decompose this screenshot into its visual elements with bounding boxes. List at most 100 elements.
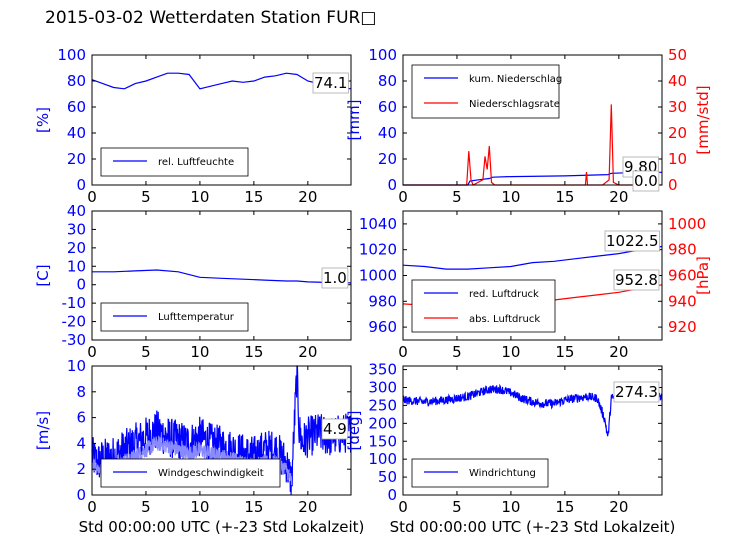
series-line-1 [91, 72, 352, 90]
y-tick-label: 80 [67, 72, 86, 90]
plot-frame [91, 210, 352, 341]
y-axis-label: [C] [34, 264, 52, 286]
y-tick-label: 300 [368, 379, 397, 397]
y2-tick-label: 960 [668, 267, 697, 285]
chart-panel-2: 0 5 10 15 20 0 20 40 60 80 100 0 10 20 30 40 50 [mm] [mm/s… [345, 46, 712, 206]
value-annotation: 4.9 [323, 420, 347, 438]
x-tick-label: 10 [190, 188, 209, 206]
y-tick-label: 60 [67, 98, 86, 116]
series-line-1 [402, 245, 663, 270]
x-tick-label: 5 [452, 498, 462, 516]
legend-label: red. Luftdruck [469, 289, 539, 300]
y-tick-label: 0 [387, 176, 397, 194]
y-tick-label: -10 [62, 294, 87, 312]
y-tick-label: 1020 [359, 241, 397, 259]
y2-axis-label: [mm/std] [694, 85, 712, 154]
y-tick-label: 980 [368, 292, 397, 310]
value-annotation-box [321, 267, 349, 289]
x-tick-label: 0 [398, 343, 408, 361]
value-annotation-box [613, 381, 660, 403]
legend-frame [411, 279, 556, 333]
x-tick-label: 5 [452, 188, 462, 206]
legend-frame [100, 302, 249, 332]
y-tick-label: 1040 [359, 215, 397, 233]
y-tick-label: 40 [378, 124, 397, 142]
y-tick-label: 2 [76, 460, 86, 478]
y2-tick-label: 40 [668, 72, 687, 90]
y-axis-label: [mm] [345, 100, 363, 141]
x-tick-label: 20 [298, 498, 317, 516]
x-tick-label: 10 [190, 498, 209, 516]
y-tick-label: 30 [67, 220, 86, 238]
legend-label: Lufttemperatur [158, 312, 235, 323]
x-tick-label: 0 [87, 343, 97, 361]
y-tick-label: 10 [67, 357, 86, 375]
x-tick-label: 5 [141, 188, 151, 206]
value-annotation: 274.3 [615, 383, 658, 401]
x-tick-label: 15 [555, 188, 574, 206]
y2-tick-label: 940 [668, 292, 697, 310]
value-annotation: 952.8 [615, 271, 658, 289]
legend: kum. Niederschlag Niederschlagsrate [411, 64, 562, 119]
value-annotation-box [632, 170, 660, 192]
plot-frame [91, 365, 352, 496]
legend-label: Windgeschwindigkeit [158, 468, 264, 479]
x-tick-label: 0 [87, 498, 97, 516]
value-annotation-box [312, 72, 349, 94]
legend-frame [100, 458, 281, 488]
legend-label: Niederschlagsrate [469, 99, 560, 110]
figure-title: 2015-03-02 Wetterdaten Station FUR□ [45, 8, 377, 28]
y-tick-label: 0 [76, 176, 86, 194]
x-tick-label: 15 [555, 343, 574, 361]
legend: Lufttemperatur [100, 302, 249, 332]
y-axis-label: [%] [34, 107, 52, 133]
y-tick-label: 10 [67, 257, 86, 275]
x-tick-label: 5 [141, 343, 151, 361]
value-annotation-box [321, 418, 349, 440]
x-tick-label: 5 [452, 343, 462, 361]
x-tick-label: 0 [398, 188, 408, 206]
y-tick-label: 150 [368, 432, 397, 450]
y2-tick-label: 1000 [668, 215, 706, 233]
x-tick-label: 0 [87, 188, 97, 206]
y2-tick-label: 30 [668, 98, 687, 116]
x-axis-label: Std 00:00:00 UTC (+-23 Std Lokalzeit) [390, 518, 676, 536]
y2-axis-label: [hPa] [694, 256, 712, 295]
y-tick-label: 8 [76, 383, 86, 401]
y-tick-label: 20 [67, 150, 86, 168]
legend-label: kum. Niederschlag [469, 74, 562, 85]
y-tick-label: 40 [67, 202, 86, 220]
legend-frame [100, 147, 249, 177]
y-tick-label: 50 [378, 468, 397, 486]
x-tick-label: 15 [244, 498, 263, 516]
legend-frame [411, 64, 560, 119]
x-tick-label: 0 [398, 498, 408, 516]
chart-panel-4: 0 5 10 15 20 960 980 1000 1020 1040 920 940 960 980 10… [359, 210, 712, 361]
y2-tick-label: 50 [668, 46, 687, 64]
chart-panel-3: 0 5 10 15 20-30-20-10010203040[C]Lufttempera… [34, 202, 352, 361]
y-tick-label: 6 [76, 409, 86, 427]
legend-label: Windrichtung [469, 468, 536, 479]
y-tick-label: 60 [378, 98, 397, 116]
value-annotation-box [604, 230, 660, 252]
y-axis-label: [m/s] [34, 411, 52, 450]
x-tick-label: 15 [555, 498, 574, 516]
y-tick-label: 200 [368, 414, 397, 432]
y-tick-label: 20 [67, 239, 86, 257]
value-annotation: 0.0 [634, 172, 658, 190]
plot-frame [402, 365, 663, 496]
y-axis-label: [deg] [345, 411, 363, 451]
y-tick-label: 350 [368, 361, 397, 379]
x-tick-label: 15 [244, 343, 263, 361]
x-tick-label: 15 [244, 188, 263, 206]
y-tick-label: 0 [387, 486, 397, 504]
y-tick-label: 20 [378, 150, 397, 168]
x-tick-label: 10 [501, 498, 520, 516]
legend-frame [411, 458, 549, 488]
series-line-1 [92, 269, 352, 284]
y-tick-label: 100 [57, 46, 86, 64]
y2-tick-label: 980 [668, 241, 697, 259]
x-tick-label: 20 [298, 188, 317, 206]
